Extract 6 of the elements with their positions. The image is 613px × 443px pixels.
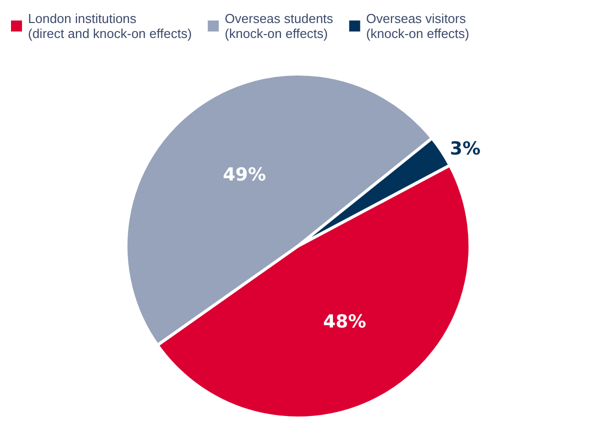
legend-label: Overseas students (knock-on effects) [224, 11, 334, 41]
data-label: 3% [450, 138, 480, 160]
legend-label: Overseas visitors (knock-on effects) [366, 11, 470, 41]
data-label: 48% [323, 311, 366, 332]
data-label: 49% [222, 164, 266, 186]
legend-label: London institutions (direct and knock-on effects) [28, 11, 192, 41]
